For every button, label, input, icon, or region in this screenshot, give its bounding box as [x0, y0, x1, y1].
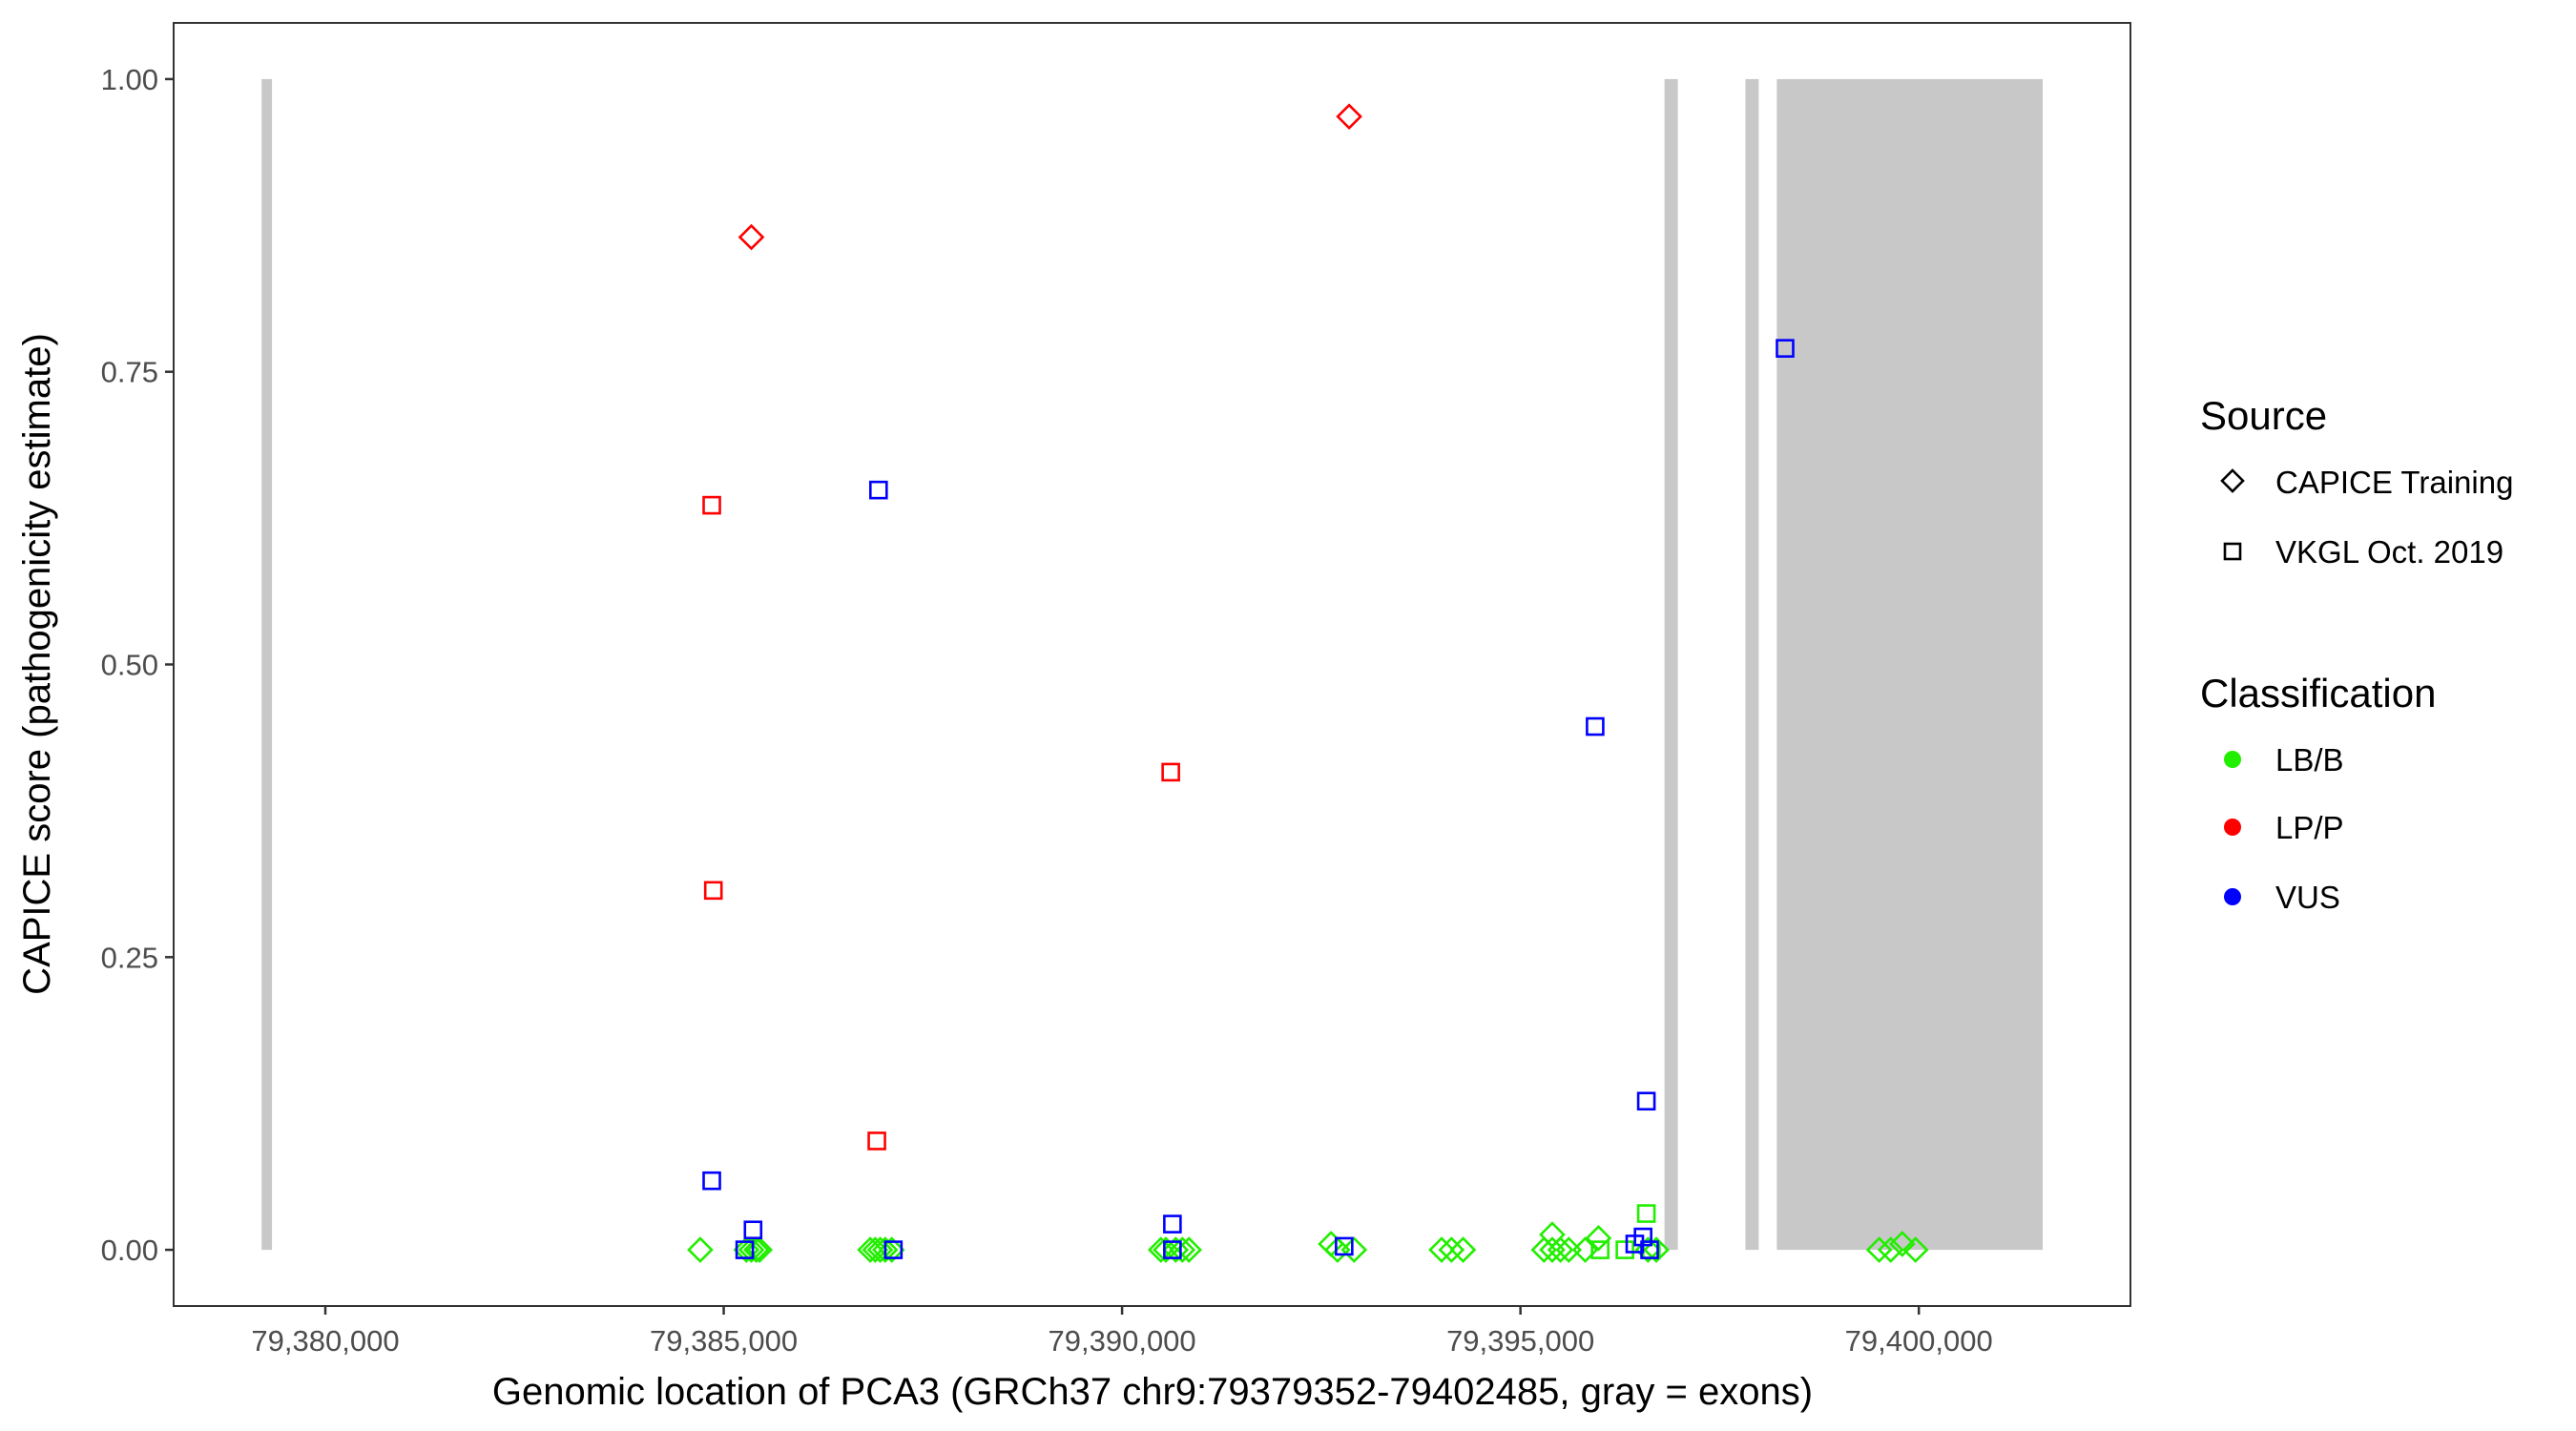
square-key-icon — [2223, 542, 2242, 561]
point-diamond — [737, 1236, 765, 1263]
legend-classification-title: Classification — [2200, 671, 2436, 716]
y-axis: 0.00 0.25 0.50 0.75 1.00 — [101, 63, 174, 1267]
exon-bands — [261, 78, 2044, 1251]
x-axis-title: Genomic location of PCA3 (GRCh37 chr9:79… — [492, 1371, 1813, 1413]
legend-label: VUS — [2275, 880, 2340, 915]
point-square — [1163, 1240, 1182, 1259]
x-axis: 79,380,000 79,385,000 79,390,000 79,395,000… — [251, 1306, 1993, 1358]
diamond-key-icon — [2220, 468, 2245, 493]
legend-source-title: Source — [2200, 393, 2327, 438]
point-diamond — [1865, 1236, 1893, 1263]
point-diamond — [1162, 1236, 1190, 1263]
legend-item-lpp: LP/P — [2224, 810, 2344, 845]
x-tick-label: 79,380,000 — [251, 1324, 399, 1358]
point-diamond — [1901, 1236, 1929, 1263]
legend-label: LB/B — [2275, 742, 2344, 778]
point-square — [1163, 1214, 1182, 1234]
point-square — [1776, 339, 1795, 358]
point-diamond — [1169, 1236, 1196, 1263]
point-square — [1625, 1234, 1645, 1254]
point-diamond — [1877, 1236, 1904, 1263]
point-diamond — [1585, 1224, 1612, 1252]
point-square — [1590, 1240, 1610, 1259]
y-tick-label: 0.50 — [101, 649, 158, 682]
point-diamond — [687, 1236, 714, 1263]
point-square — [1615, 1240, 1634, 1259]
y-tick-label: 0.25 — [101, 941, 158, 974]
point-diamond — [1438, 1236, 1465, 1263]
point-square — [702, 1171, 721, 1191]
exon-band — [1664, 78, 1678, 1251]
point-diamond — [871, 1236, 899, 1263]
y-tick-label: 1.00 — [101, 63, 158, 96]
legend-item-capice-training: CAPICE Training — [2220, 465, 2513, 500]
point-diamond — [1547, 1236, 1574, 1263]
legend-item-vus: VUS — [2224, 880, 2340, 915]
point-diamond — [1449, 1236, 1477, 1263]
exon-band — [261, 78, 273, 1251]
point-diamond — [1428, 1236, 1455, 1263]
point-square — [867, 1131, 886, 1151]
y-tick-label: 0.00 — [101, 1234, 158, 1267]
point-diamond — [742, 1236, 770, 1263]
point-square — [869, 480, 888, 500]
exon-band — [1776, 78, 2044, 1251]
legend-item-lbb: LB/B — [2224, 742, 2344, 778]
point-square — [735, 1240, 755, 1259]
point-diamond — [866, 1236, 894, 1263]
point-diamond — [1336, 103, 1362, 131]
point-diamond — [737, 223, 765, 251]
point-square — [743, 1220, 763, 1240]
x-tick-label: 79,395,000 — [1446, 1324, 1594, 1358]
legend: Source CAPICE Training VKGL Oct. 2019 Cl… — [2200, 393, 2513, 915]
point-square — [1335, 1236, 1354, 1256]
blue-dot-icon — [2224, 888, 2241, 905]
y-axis-title: CAPICE score (pathogenicity estimate) — [16, 333, 58, 995]
point-square — [883, 1240, 904, 1259]
legend-label: LP/P — [2275, 810, 2344, 845]
point-diamond — [1340, 1236, 1368, 1263]
legend-label: CAPICE Training — [2275, 465, 2513, 500]
x-tick-label: 79,385,000 — [650, 1324, 798, 1358]
exon-band — [1745, 78, 1759, 1251]
y-tick-label: 0.75 — [101, 356, 158, 389]
point-diamond — [1888, 1231, 1916, 1257]
point-square — [703, 881, 723, 901]
point-square — [1161, 762, 1180, 782]
legend-item-vkgl: VKGL Oct. 2019 — [2223, 534, 2503, 570]
point-square — [702, 495, 721, 515]
point-square — [1640, 1240, 1659, 1259]
x-tick-label: 79,390,000 — [1049, 1324, 1196, 1358]
green-dot-icon — [2224, 751, 2241, 768]
point-square — [1636, 1204, 1656, 1223]
point-square — [1636, 1091, 1656, 1111]
data-points — [687, 103, 1929, 1263]
x-tick-label: 79,400,000 — [1845, 1324, 1993, 1358]
point-square — [1586, 716, 1605, 736]
legend-label: VKGL Oct. 2019 — [2275, 534, 2503, 570]
red-dot-icon — [2224, 819, 2241, 836]
